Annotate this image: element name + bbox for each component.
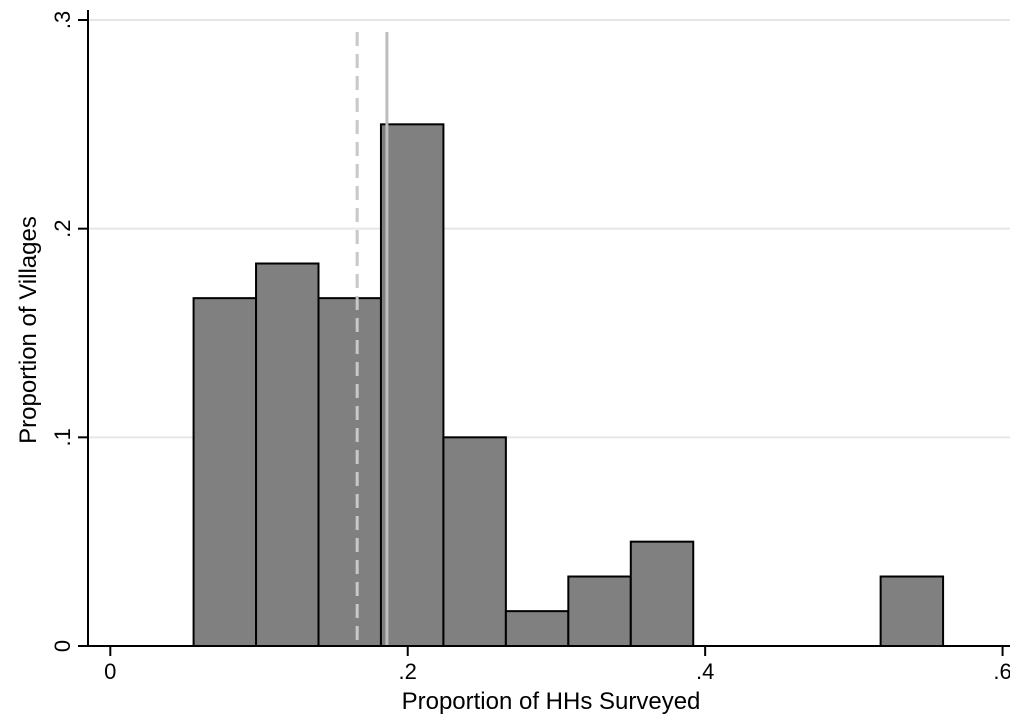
histogram-bar [442, 436, 507, 648]
histogram-bar [317, 297, 382, 647]
y-tick-label: 0 [50, 640, 75, 652]
histogram-bar [192, 297, 258, 647]
y-tick-label: .1 [50, 428, 75, 446]
x-axis-ticks: 0 .2 .4 .6 [104, 646, 1010, 684]
axes [87, 10, 1010, 647]
histogram-bar [379, 123, 445, 648]
histogram-bar [879, 575, 945, 647]
x-tick-label: 0 [104, 659, 116, 684]
reference-lines [355, 32, 389, 646]
histogram-bars [192, 123, 945, 648]
y-axis-title: Proportion of Villages [15, 216, 42, 444]
y-tick-label: .3 [50, 11, 75, 29]
histogram-bar [567, 575, 632, 647]
y-tick-label: .2 [50, 219, 75, 237]
histogram-bar [629, 540, 695, 648]
x-tick-label: .4 [696, 659, 714, 684]
x-tick-label: .2 [399, 659, 417, 684]
histogram-bar [504, 610, 570, 647]
histogram-bar [255, 262, 320, 647]
x-axis-title: Proportion of HHs Surveyed [402, 688, 701, 715]
x-tick-label: .6 [993, 659, 1010, 684]
y-axis-ticks: 0 .1 .2 .3 [50, 11, 88, 652]
